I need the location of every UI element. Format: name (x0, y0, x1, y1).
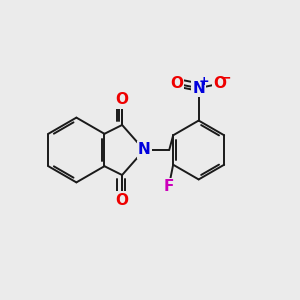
Text: O: O (213, 76, 226, 91)
Text: F: F (164, 179, 174, 194)
Text: O: O (170, 76, 183, 91)
Text: O: O (116, 193, 129, 208)
Text: −: − (220, 70, 232, 84)
Text: N: N (192, 81, 205, 96)
Text: +: + (199, 75, 209, 88)
Text: N: N (138, 142, 151, 158)
Text: O: O (116, 92, 129, 107)
